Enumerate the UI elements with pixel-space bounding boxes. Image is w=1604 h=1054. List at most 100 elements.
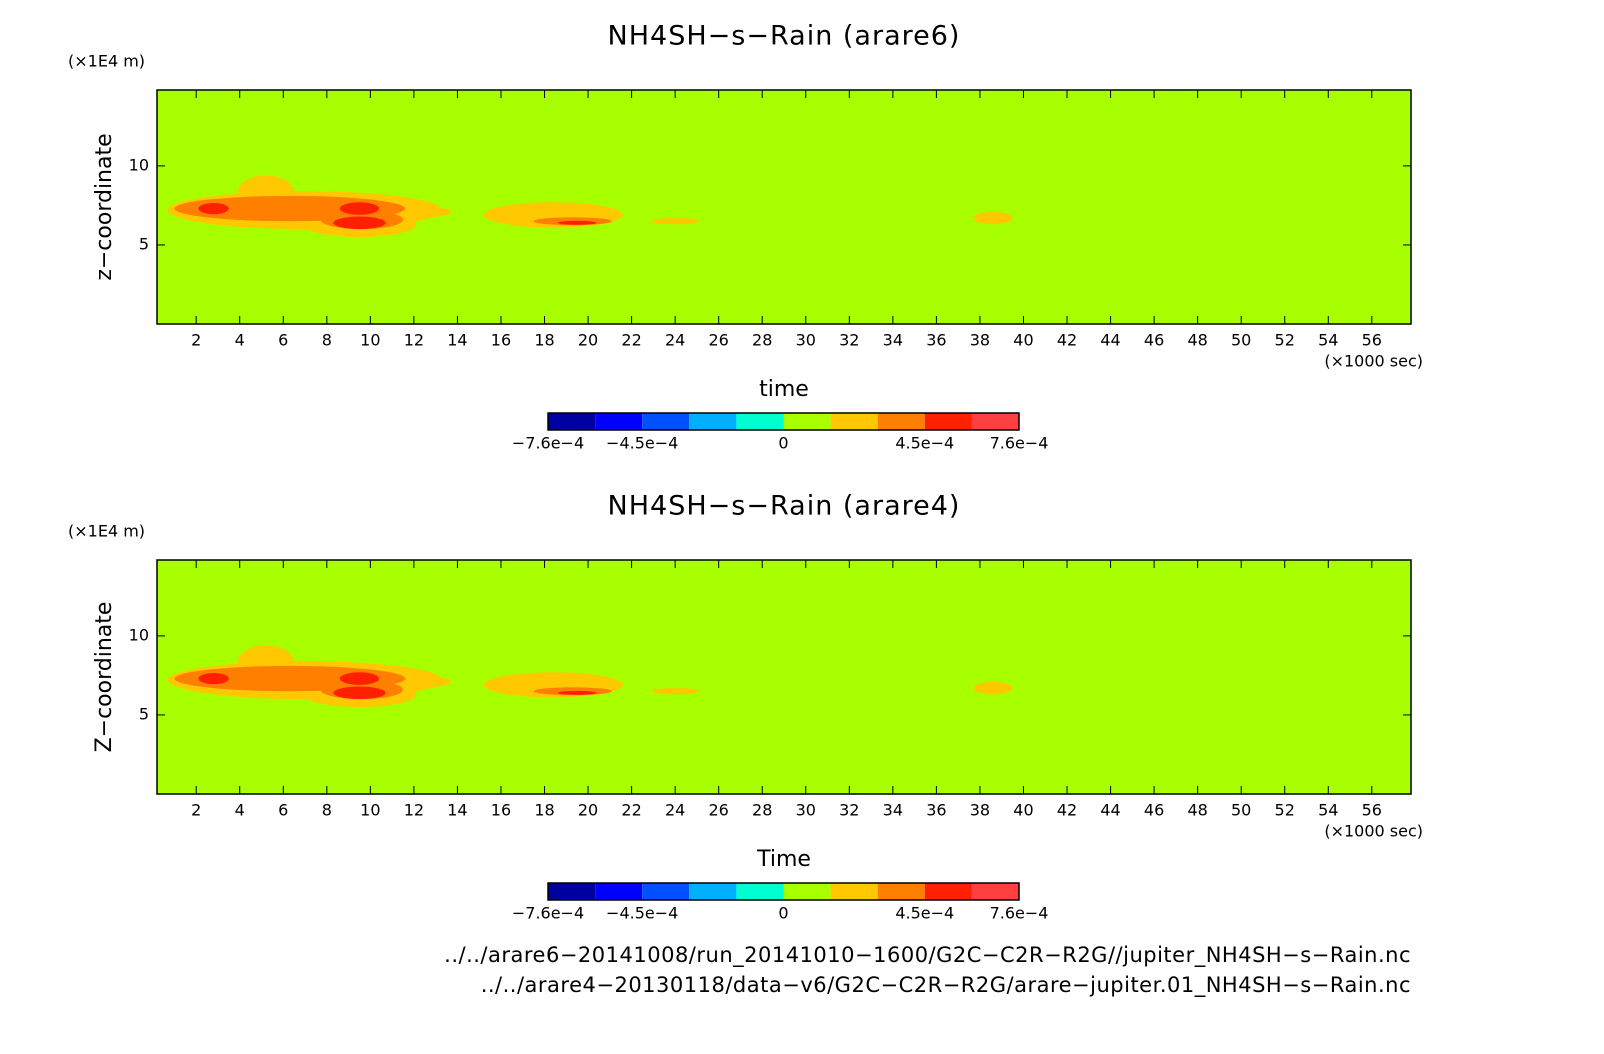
x-tick-label: 50	[1231, 331, 1251, 350]
plot-frame	[156, 89, 1412, 325]
colorbar-box	[971, 413, 1019, 430]
y-axis-label: Z−coordinate	[92, 602, 117, 753]
x-tick-label: 24	[665, 331, 685, 350]
colorbar-box	[877, 883, 925, 900]
colorbar-label: 4.5e−4	[895, 904, 954, 923]
x-tick-label: 42	[1057, 801, 1077, 820]
x-tick-label: 22	[621, 801, 641, 820]
colorbar-box	[595, 883, 643, 900]
colorbar-label: 0	[778, 904, 788, 923]
x-tick-label: 36	[926, 331, 946, 350]
x-tick-label: 38	[970, 801, 990, 820]
colorbar-box	[736, 413, 784, 430]
x-tick-label: 34	[883, 801, 903, 820]
regions	[167, 645, 1013, 708]
contour-region	[198, 203, 229, 215]
x-tick-label: 24	[665, 801, 685, 820]
colorbar-box	[548, 883, 596, 900]
x-tick-label: 4	[235, 801, 245, 820]
x-tick-label: 10	[360, 801, 380, 820]
x-axis-label: time	[759, 377, 809, 402]
y-tick-label: 5	[139, 704, 149, 723]
x-tick-label: 32	[839, 331, 859, 350]
colorbar-label: 7.6e−4	[990, 904, 1049, 923]
x-tick-label: 54	[1318, 331, 1338, 350]
x-tick-label: 18	[534, 801, 554, 820]
colorbar-label: −4.5e−4	[606, 904, 678, 923]
colorbar-box	[689, 883, 737, 900]
x-tick-label: 4	[235, 331, 245, 350]
y-axis-label: z−coordinate	[92, 133, 117, 280]
plot-frame	[156, 559, 1412, 795]
x-tick-label: 14	[447, 331, 467, 350]
x-tick-label: 52	[1275, 331, 1295, 350]
regions	[167, 175, 1013, 238]
y-tick-label: 10	[129, 155, 149, 174]
contour-region	[557, 220, 597, 225]
x-tick-label: 28	[752, 331, 772, 350]
contour-region	[333, 216, 386, 230]
colorbar-box	[783, 883, 831, 900]
x-tick-label: 14	[447, 801, 467, 820]
contour-region	[333, 686, 386, 700]
colorbar-label: 4.5e−4	[895, 434, 954, 453]
contour-region	[398, 206, 451, 218]
contour-region	[339, 672, 380, 685]
colorbar-label: −4.5e−4	[606, 434, 678, 453]
chart-title: NH4SH−s−Rain (arare4)	[608, 491, 961, 522]
x-tick-label: 8	[322, 801, 332, 820]
contour-region	[398, 676, 451, 688]
colorbar-box	[642, 883, 690, 900]
x-tick-label: 26	[709, 331, 729, 350]
x-tick-label: 48	[1187, 801, 1207, 820]
x-tick-label: 22	[621, 331, 641, 350]
colorbar-box	[736, 883, 784, 900]
x-tick-label: 30	[796, 801, 816, 820]
x-tick-label: 2	[191, 801, 201, 820]
colorbar-label: −7.6e−4	[512, 904, 584, 923]
colorbar-box	[971, 883, 1019, 900]
colorbar-label: 7.6e−4	[990, 434, 1049, 453]
x-tick-label: 44	[1100, 331, 1120, 350]
x-tick-label: 30	[796, 331, 816, 350]
colorbar-box	[548, 413, 596, 430]
x-tick-label: 42	[1057, 331, 1077, 350]
x-tick-label: 50	[1231, 801, 1251, 820]
colorbar-label: 0	[778, 434, 788, 453]
x-tick-label: 36	[926, 801, 946, 820]
x-tick-label: 26	[709, 801, 729, 820]
x-tick-label: 12	[404, 331, 424, 350]
x-tick-label: 40	[1013, 331, 1033, 350]
footer-line: ../../arare4−20130118/data−v6/G2C−C2R−R2…	[481, 973, 1411, 998]
colorbar-box	[689, 413, 737, 430]
colorbar-box	[783, 413, 831, 430]
x-tick-label: 6	[278, 801, 288, 820]
x-tick-label: 56	[1362, 331, 1382, 350]
x-tick-label: 28	[752, 801, 772, 820]
contour-region	[557, 690, 597, 695]
x-tick-label: 6	[278, 331, 288, 350]
x-unit: (×1000 sec)	[1324, 352, 1423, 371]
x-tick-label: 54	[1318, 801, 1338, 820]
footer-line: ../../arare6−20141008/run_20141010−1600/…	[444, 943, 1411, 968]
contour-region	[198, 673, 229, 685]
x-tick-label: 2	[191, 331, 201, 350]
x-tick-label: 52	[1275, 801, 1295, 820]
colorbar-box	[924, 883, 972, 900]
colorbar-box	[830, 883, 878, 900]
chart-title: NH4SH−s−Rain (arare6)	[608, 21, 961, 52]
contour-region	[651, 688, 700, 695]
colorbar-label: −7.6e−4	[512, 434, 584, 453]
x-tick-label: 16	[491, 331, 511, 350]
y-tick-label: 10	[129, 625, 149, 644]
colorbar-box	[830, 413, 878, 430]
x-tick-label: 48	[1187, 331, 1207, 350]
colorbar-box	[924, 413, 972, 430]
x-tick-label: 32	[839, 801, 859, 820]
x-tick-label: 56	[1362, 801, 1382, 820]
x-tick-label: 18	[534, 331, 554, 350]
x-tick-label: 38	[970, 331, 990, 350]
contour-region	[339, 202, 380, 215]
x-tick-label: 20	[578, 801, 598, 820]
x-tick-label: 12	[404, 801, 424, 820]
